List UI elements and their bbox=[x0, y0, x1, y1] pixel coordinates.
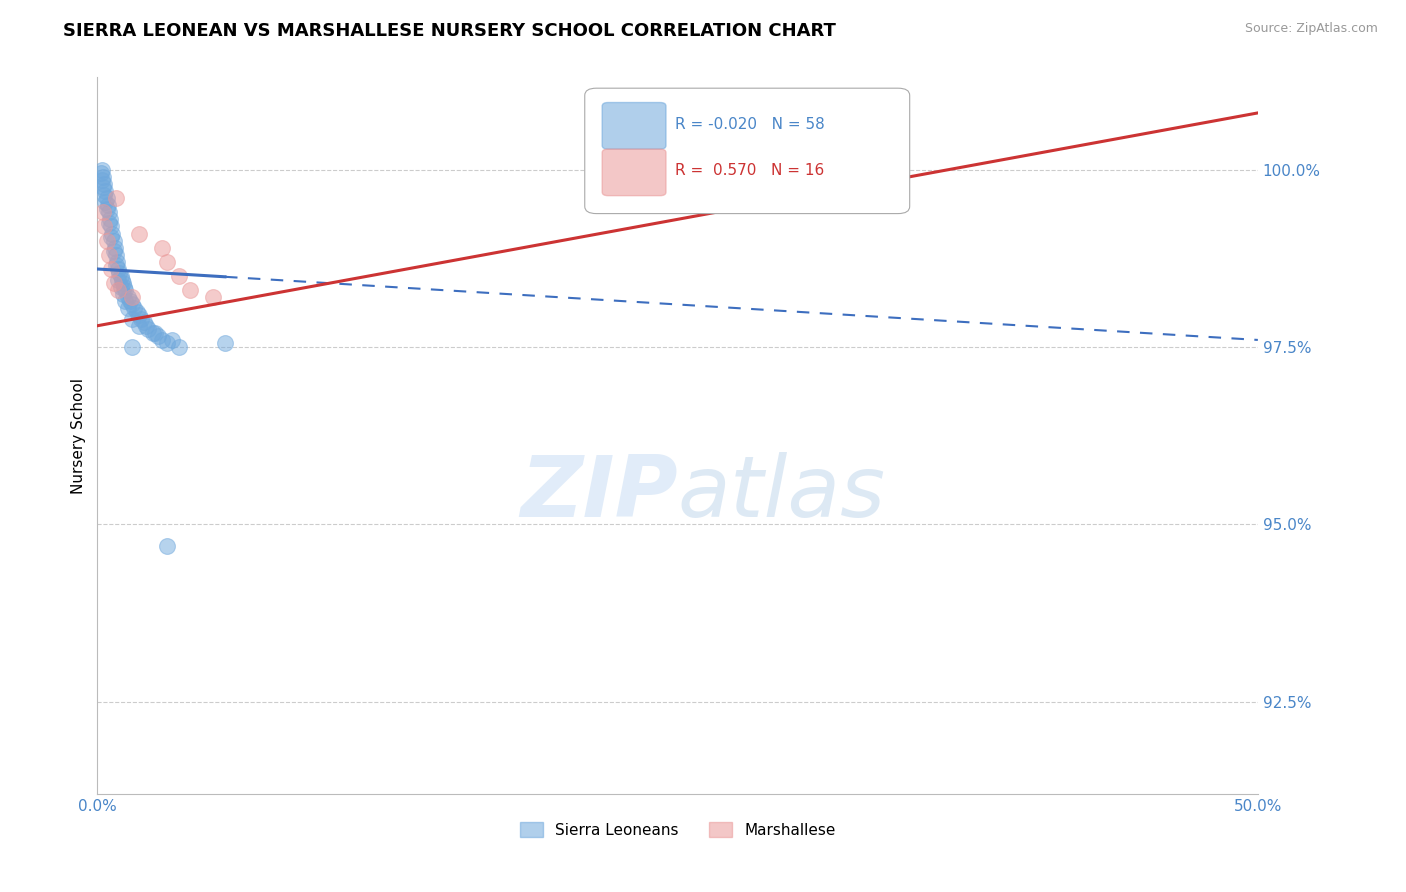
Point bbox=[91, 180, 114, 194]
Point bbox=[103, 244, 125, 259]
Point bbox=[107, 283, 129, 297]
Point bbox=[97, 198, 120, 212]
Point bbox=[97, 205, 120, 219]
Point bbox=[104, 248, 127, 262]
Point bbox=[214, 336, 236, 351]
FancyBboxPatch shape bbox=[585, 88, 910, 213]
Point bbox=[117, 301, 139, 315]
Point bbox=[121, 340, 143, 354]
Point bbox=[112, 279, 135, 293]
Point bbox=[100, 262, 122, 277]
Point bbox=[91, 205, 114, 219]
Text: ZIP: ZIP bbox=[520, 451, 678, 534]
Point bbox=[110, 269, 132, 284]
Point bbox=[135, 318, 157, 333]
Point bbox=[107, 272, 129, 286]
Point bbox=[104, 259, 127, 273]
Point bbox=[160, 333, 183, 347]
Point bbox=[111, 276, 134, 290]
Point bbox=[132, 315, 155, 329]
Point bbox=[145, 326, 167, 340]
Point bbox=[114, 293, 136, 308]
Point bbox=[96, 234, 118, 248]
Point bbox=[97, 248, 120, 262]
Point bbox=[93, 219, 115, 234]
Point bbox=[121, 311, 143, 326]
Point bbox=[94, 194, 117, 209]
Point bbox=[156, 539, 179, 553]
Point bbox=[128, 318, 150, 333]
Point bbox=[101, 227, 124, 241]
FancyBboxPatch shape bbox=[602, 149, 666, 195]
Y-axis label: Nursery School: Nursery School bbox=[72, 377, 86, 494]
Point bbox=[179, 283, 201, 297]
Point bbox=[117, 290, 139, 304]
Point bbox=[121, 290, 143, 304]
Point bbox=[585, 162, 607, 177]
Point bbox=[124, 301, 146, 315]
Point bbox=[167, 269, 190, 284]
Point bbox=[108, 266, 131, 280]
Point bbox=[91, 162, 114, 177]
Point bbox=[91, 173, 114, 187]
Legend: Sierra Leoneans, Marshallese: Sierra Leoneans, Marshallese bbox=[513, 815, 842, 844]
Point bbox=[93, 177, 115, 191]
Point bbox=[94, 184, 117, 198]
Point bbox=[146, 329, 169, 343]
Point bbox=[91, 169, 114, 184]
Text: SIERRA LEONEAN VS MARSHALLESE NURSERY SCHOOL CORRELATION CHART: SIERRA LEONEAN VS MARSHALLESE NURSERY SC… bbox=[63, 22, 837, 40]
Point bbox=[167, 340, 190, 354]
Point bbox=[110, 279, 132, 293]
Point bbox=[107, 262, 129, 277]
Point bbox=[105, 255, 128, 269]
Point bbox=[104, 191, 127, 205]
Point bbox=[202, 290, 225, 304]
Point bbox=[121, 297, 143, 311]
Point bbox=[100, 219, 122, 234]
Point bbox=[138, 322, 160, 336]
Text: Source: ZipAtlas.com: Source: ZipAtlas.com bbox=[1244, 22, 1378, 36]
Point bbox=[111, 286, 134, 301]
Point bbox=[103, 276, 125, 290]
Point bbox=[97, 216, 120, 230]
Point bbox=[118, 293, 141, 308]
Point bbox=[156, 336, 179, 351]
Text: R =  0.570   N = 16: R = 0.570 N = 16 bbox=[675, 163, 824, 178]
Point bbox=[100, 230, 122, 244]
Point bbox=[142, 326, 165, 340]
Point bbox=[104, 241, 127, 255]
FancyBboxPatch shape bbox=[602, 103, 666, 149]
Point bbox=[128, 308, 150, 322]
Point bbox=[150, 241, 173, 255]
Point bbox=[90, 166, 112, 180]
Point bbox=[150, 333, 173, 347]
Text: R = -0.020   N = 58: R = -0.020 N = 58 bbox=[675, 117, 825, 131]
Point bbox=[156, 255, 179, 269]
Point bbox=[96, 202, 118, 216]
Point bbox=[128, 227, 150, 241]
Point bbox=[111, 272, 134, 286]
Text: atlas: atlas bbox=[678, 451, 886, 534]
Point bbox=[93, 187, 115, 202]
Point bbox=[125, 304, 148, 318]
Point bbox=[131, 311, 153, 326]
Point bbox=[114, 283, 136, 297]
Point bbox=[98, 212, 121, 227]
Point bbox=[103, 234, 125, 248]
Point bbox=[96, 191, 118, 205]
